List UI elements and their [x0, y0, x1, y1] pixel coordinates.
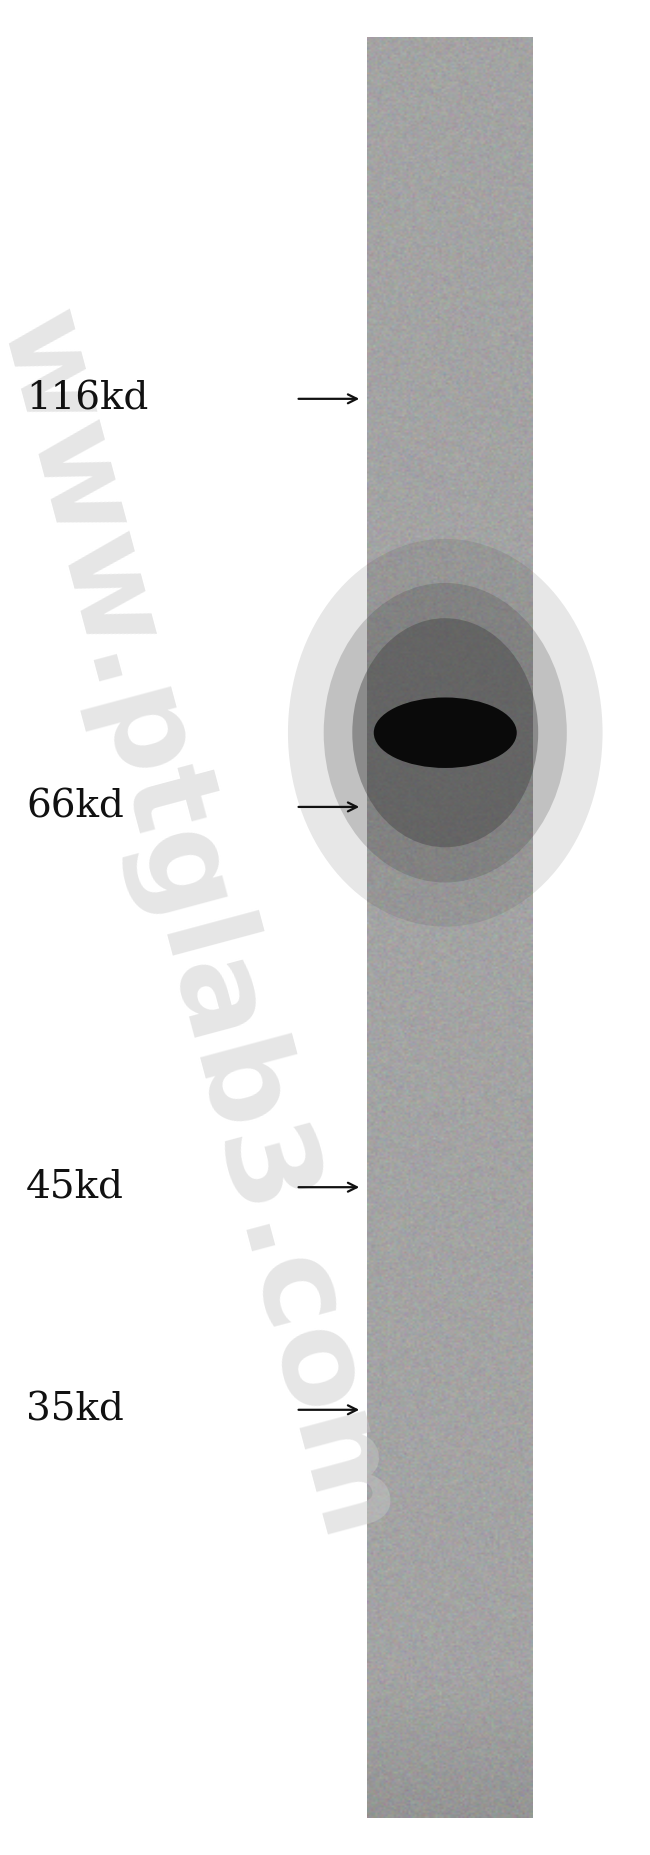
Ellipse shape — [374, 697, 517, 768]
Text: www.ptglab3.com: www.ptglab3.com — [0, 301, 418, 1554]
Text: 45kd: 45kd — [26, 1169, 124, 1206]
Ellipse shape — [288, 538, 603, 928]
Text: 35kd: 35kd — [26, 1391, 124, 1428]
Ellipse shape — [324, 582, 567, 883]
Ellipse shape — [352, 618, 538, 848]
Text: 116kd: 116kd — [26, 380, 148, 417]
Text: 66kd: 66kd — [26, 788, 124, 825]
